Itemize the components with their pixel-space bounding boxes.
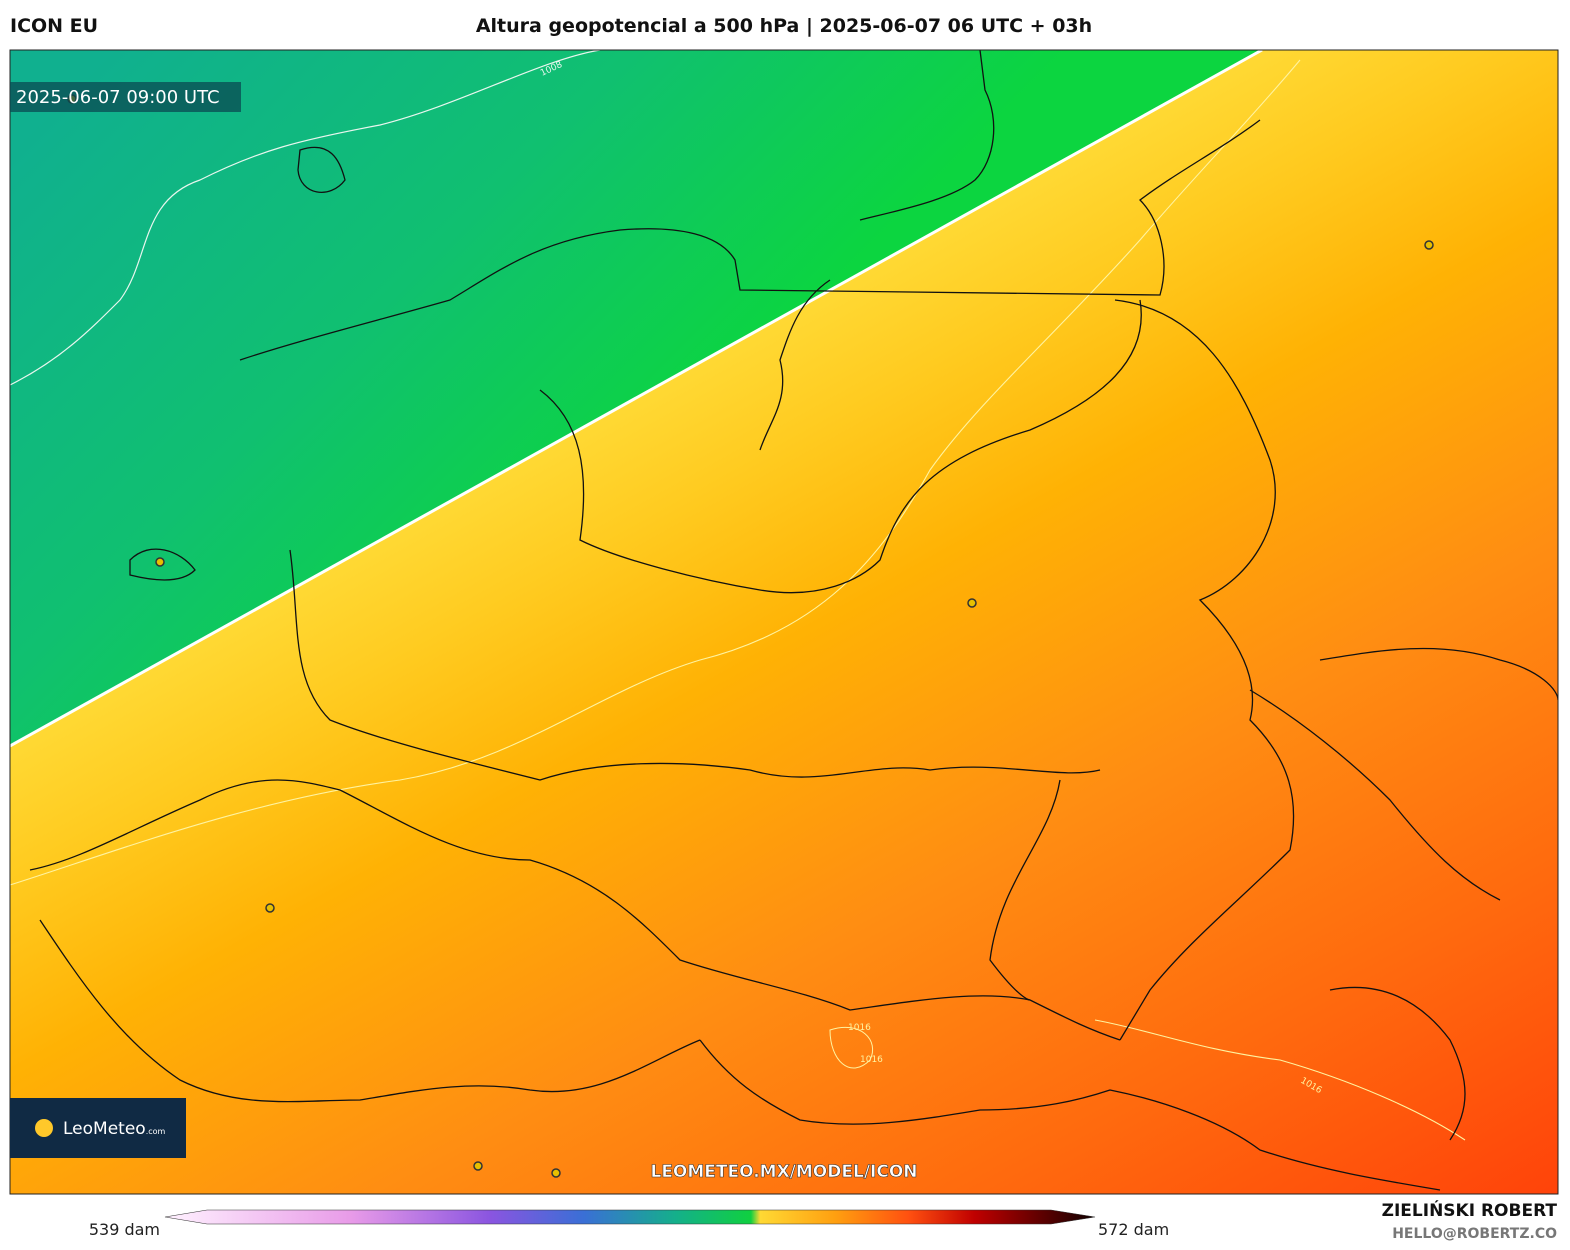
valid-time: 2025-06-07 09:00 UTC: [16, 87, 220, 108]
colorbar-max-label: 572 dam: [1098, 1220, 1169, 1239]
map-title: Altura geopotencial a 500 hPa | 2025-06-…: [476, 15, 1092, 37]
logo-suffix: .com: [146, 1127, 166, 1136]
isobar: [10, 50, 601, 386]
logo-sun: [35, 1119, 53, 1137]
colorbar-scale: [164, 1209, 1096, 1225]
map-frame: [9, 49, 1559, 1195]
contour-552: [10, 50, 1263, 748]
contour-label: 1016: [848, 1023, 871, 1033]
map: 1008 1016 1016 1016: [10, 50, 1558, 1194]
logo-text: LeoMeteo.com: [63, 1119, 166, 1139]
isobar: [10, 59, 1301, 886]
colorbar: [164, 1209, 1096, 1225]
author: ZIELIŃSKI ROBERT: [1382, 1199, 1558, 1221]
model-name: ICON EU: [10, 15, 98, 37]
email: HELLO@ROBERTZ.CO: [1392, 1226, 1557, 1242]
isobar: [1094, 1019, 1466, 1141]
colorbar-min-label: 539 dam: [89, 1220, 160, 1239]
isobar: [829, 1026, 874, 1069]
valid-time-box: [10, 82, 241, 112]
logo-name: LeoMeteo: [63, 1119, 146, 1139]
contour-label: 1016: [860, 1055, 883, 1065]
watermark: LEOMETEO.MX/MODEL/ICON: [650, 1162, 917, 1182]
